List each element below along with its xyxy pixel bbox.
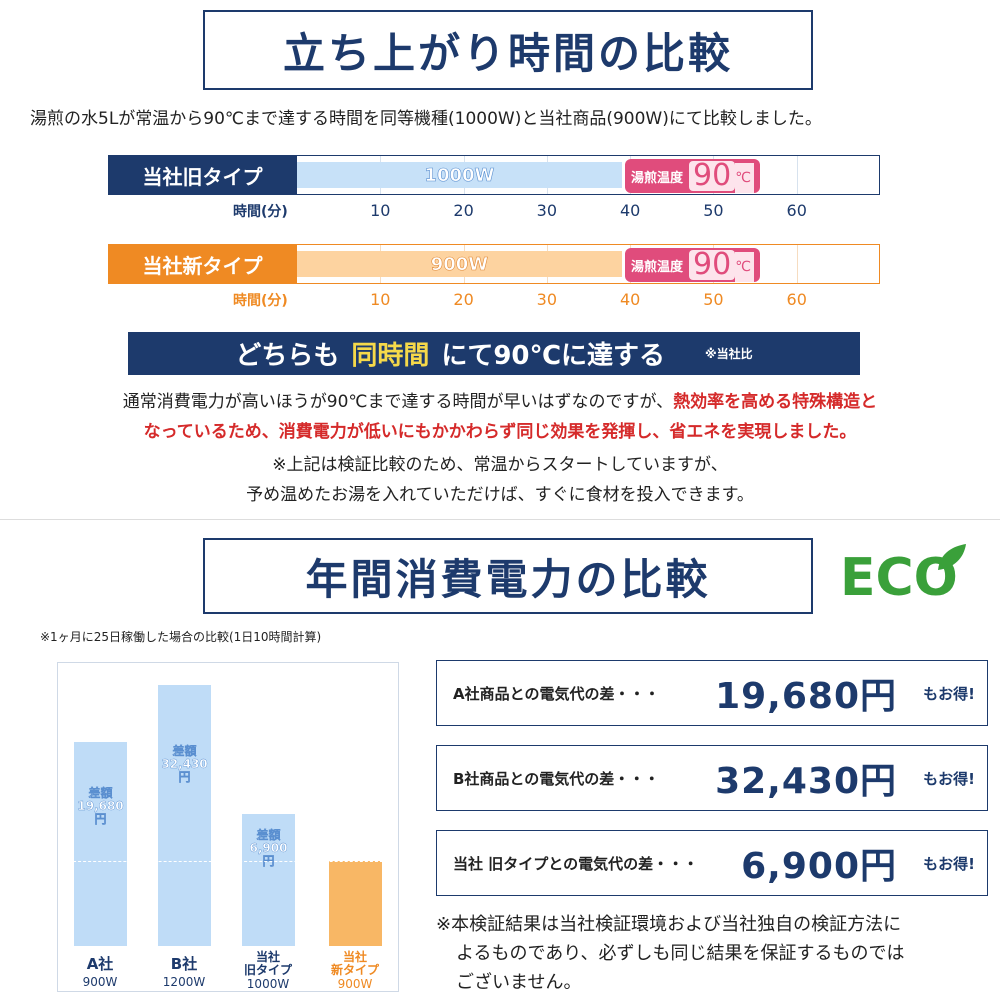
banner-text: どちらも: [235, 341, 340, 371]
divider: [0, 519, 1000, 520]
card-amount: 32,430円: [715, 761, 897, 802]
diff-label: 差額 6,900 円: [242, 828, 295, 868]
bar-label: 900W: [430, 253, 489, 275]
time-bar: 1000W: [297, 162, 622, 188]
card-label: 当社 旧タイプとの電気代の差・・・: [453, 854, 699, 873]
banner: どちらも 同時間 にて90℃に達する ※当社比: [128, 332, 860, 375]
bar-label: 1000W: [424, 164, 495, 186]
saving-card: A社商品との電気代の差・・・ 19,680円 もお得!: [436, 660, 988, 726]
leaf-icon: [938, 544, 966, 570]
footnote-line: ございません。: [456, 972, 582, 993]
bar-name: B社: [144, 955, 224, 973]
banner-note: ※当社比: [705, 347, 753, 361]
section-title: 立ち上がり時間の比較: [203, 10, 813, 90]
diff-line: 差額: [172, 744, 197, 758]
note: 予め温めたお湯を入れていただけば、すぐに食材を投入できます。: [246, 485, 754, 505]
time-bar: 900W: [297, 251, 622, 277]
row-label: 当社旧タイプ: [108, 155, 297, 195]
footnote-line: よるものであり、必ずしも同じ結果を保証するものでは: [456, 943, 905, 964]
name-line: 当社: [342, 950, 367, 964]
diff-line: 32,430: [161, 757, 208, 771]
badge-b: 90: [689, 250, 736, 280]
tick-label: 40: [619, 201, 641, 220]
axis-title: 時間(分): [233, 204, 288, 220]
saving-card: B社商品との電気代の差・・・ 32,430円 もお得!: [436, 745, 988, 811]
bar: [74, 742, 127, 946]
tick-label: 10: [370, 290, 391, 309]
emphasis: なっているため、消費電力が低いにもかかわらず同じ効果を発揮し、省エネを実現しまし…: [143, 422, 857, 442]
diff-line: 6,900: [249, 841, 288, 855]
banner-text: にて90℃に達する: [441, 341, 666, 371]
badge-u: ℃: [735, 163, 754, 193]
bar: [242, 814, 295, 946]
diff-line: 19,680: [77, 799, 124, 813]
bar-chart: 差額 19,680 円 A社 900W 差額 32,430 円 B社 1200W 差額 6,900 円当…: [57, 662, 399, 992]
baseline-guide: [68, 861, 388, 862]
badge-s: 湯煎温度: [631, 259, 684, 275]
bar-watt: 900W: [82, 975, 118, 989]
name-line: A社: [86, 955, 114, 973]
tick-label: 50: [703, 290, 724, 309]
grid-line: [796, 245, 798, 283]
bar: [329, 861, 382, 946]
tick-label: 60: [786, 290, 807, 309]
card-suffix: もお得!: [923, 854, 975, 873]
grid-line: [796, 156, 798, 194]
description: 湯煎の水5Lが常温から90℃まで達する時間を同等機種(1000W)と当社商品(9…: [30, 109, 822, 129]
diff-label: 差額 19,680 円: [74, 786, 127, 826]
tick-label: 50: [703, 201, 724, 220]
diff-line: 円: [178, 770, 191, 784]
card-label: B社商品との電気代の差・・・: [453, 769, 660, 788]
diff-label: 差額 32,430 円: [158, 744, 211, 784]
bar: [158, 685, 211, 946]
name-line: 当社: [255, 950, 280, 964]
name-line: B社: [170, 955, 198, 973]
tick-label: 60: [786, 201, 807, 220]
axis-title: 時間(分): [233, 293, 288, 309]
text: 通常消費電力が高いほうが90℃まで達する時間が早いはずなのですが、: [122, 392, 674, 412]
footnote: ※本検証結果は当社検証環境および当社独自の検証方法に よるものであり、必ずしも同…: [436, 910, 905, 997]
note: ※上記は検証比較のため、常温からスタートしていますが、: [272, 455, 728, 475]
name-line: 新タイプ: [330, 963, 379, 977]
bar-name: A社: [60, 955, 140, 973]
bar-name: 当社 旧タイプ: [228, 951, 308, 977]
card-suffix: もお得!: [923, 684, 975, 703]
banner-highlight: 同時間: [351, 341, 430, 371]
footnote-line: ※本検証結果は当社検証環境および当社独自の検証方法に: [436, 914, 902, 935]
tick-label: 20: [453, 290, 474, 309]
temperature-badge: 湯煎温度 90 ℃: [625, 248, 760, 282]
tick-label: 10: [370, 201, 391, 220]
bar-watt: 1000W: [246, 977, 290, 991]
emphasis: 熱効率を高める特殊構造と: [673, 392, 878, 412]
badge-s: 湯煎温度: [631, 170, 684, 186]
temperature-badge: 湯煎温度 90 ℃: [625, 159, 760, 193]
card-amount: 6,900円: [741, 846, 897, 887]
badge-b: 90: [689, 161, 736, 191]
card-suffix: もお得!: [923, 769, 975, 788]
card-label: A社商品との電気代の差・・・: [453, 684, 660, 703]
note: ※1ヶ月に25日稼働した場合の比較(1日10時間計算): [40, 630, 322, 644]
section-title: 年間消費電力の比較: [203, 538, 813, 614]
bar-watt: 1200W: [162, 975, 206, 989]
card-amount: 19,680円: [715, 676, 897, 717]
saving-card: 当社 旧タイプとの電気代の差・・・ 6,900円 もお得!: [436, 830, 988, 896]
bar-name: 当社 新タイプ: [315, 951, 395, 977]
tick-label: 30: [536, 201, 558, 220]
tick-label: 20: [453, 201, 474, 220]
diff-line: 差額: [256, 828, 281, 842]
eco-logo: ECO: [840, 548, 958, 608]
name-line: 旧タイプ: [243, 963, 292, 977]
bar-watt: 900W: [337, 977, 373, 991]
diff-line: 円: [94, 812, 107, 826]
diff-line: 差額: [88, 786, 113, 800]
tick-label: 30: [536, 290, 558, 309]
paragraph-line: 通常消費電力が高いほうが90℃まで達する時間が早いはずなのですが、熱効率を高める…: [0, 387, 1000, 412]
tick-label: 40: [619, 290, 641, 309]
row-label: 当社新タイプ: [108, 244, 297, 284]
badge-u: ℃: [735, 252, 754, 282]
